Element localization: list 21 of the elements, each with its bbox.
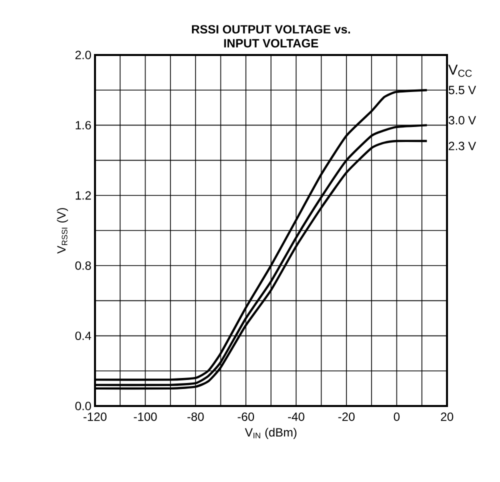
x-tick-label: -60 bbox=[238, 412, 254, 421]
chart-title: RSSI OUTPUT VOLTAGE vs. INPUT VOLTAGE bbox=[192, 25, 350, 48]
x-axis-title: V$_{IN}$ (dBm) bbox=[244, 428, 296, 439]
y-tick-label: 0.4 bbox=[75, 332, 92, 340]
series-label: 2.3 V bbox=[448, 142, 476, 150]
y-tick-label: 1.6 bbox=[76, 120, 91, 130]
x-tick-label: 0 bbox=[394, 412, 400, 421]
x-tick-label: -80 bbox=[187, 412, 204, 421]
legend-title: V$_{CC}$ bbox=[448, 64, 472, 77]
x-tick-label: 20 bbox=[440, 412, 454, 421]
series-label: 5.5 V bbox=[448, 86, 476, 94]
y-tick-label: 0.8 bbox=[75, 261, 91, 270]
y-tick-label: 2.0 bbox=[75, 50, 92, 60]
x-tick-label: -20 bbox=[338, 412, 355, 421]
y-tick-label: 0.0 bbox=[75, 402, 92, 410]
y-tick-label: 1.2 bbox=[76, 191, 91, 200]
y-axis-title: V$_{RSSI}$ (V) bbox=[56, 208, 68, 254]
x-tick-label: -40 bbox=[288, 412, 304, 421]
series-label: 3.0 V bbox=[448, 116, 476, 124]
x-tick-label: -120 bbox=[84, 412, 106, 421]
x-tick-label: -100 bbox=[134, 412, 157, 421]
